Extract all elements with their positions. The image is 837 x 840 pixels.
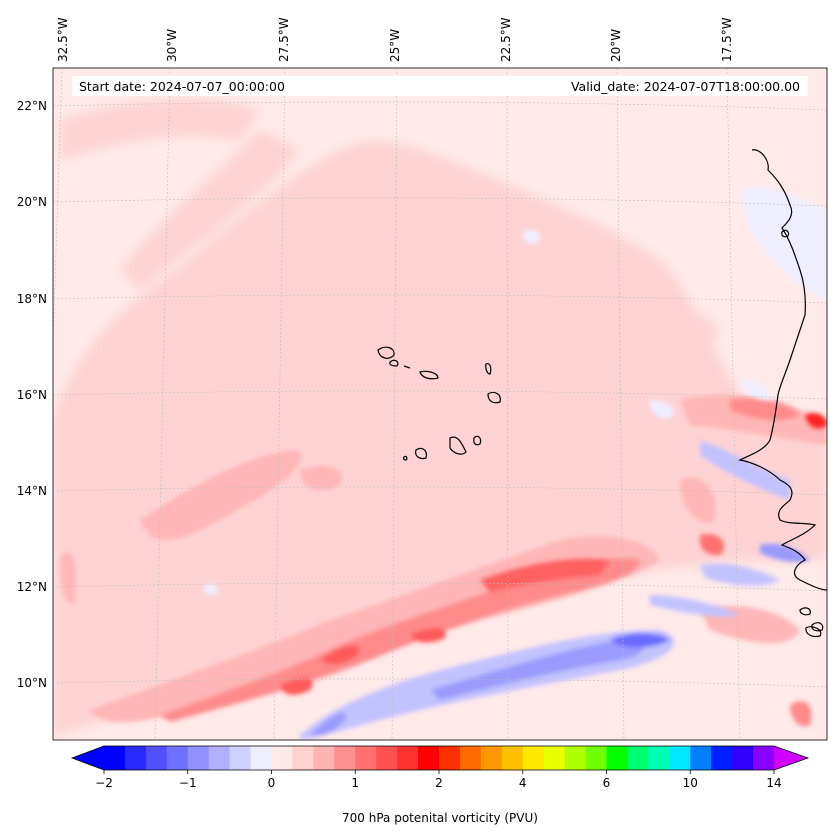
colorbar-tick-label: 4 (519, 776, 527, 790)
pv-contour-0-1 (53, 99, 827, 735)
colorbar-tick-label: 14 (766, 776, 781, 790)
colorbar-swatch (711, 746, 733, 770)
colorbar-swatch (187, 746, 210, 770)
colorbar-tick-label: 6 (603, 776, 611, 790)
pv-contour-2-4 (160, 398, 827, 727)
colorbar-tick-label: −2 (95, 776, 113, 790)
colorbar-swatch (208, 746, 231, 770)
colorbar-swatch (313, 746, 335, 770)
colorbar-swatch (292, 746, 314, 770)
colorbar-swatch (522, 746, 545, 770)
longitude-label: 30°W (165, 29, 179, 62)
colorbar-swatch (229, 746, 252, 770)
longitude-label: 17.5°W (720, 17, 734, 62)
colorbar-swatch (690, 746, 712, 770)
colorbar-swatch (732, 746, 754, 770)
colorbar-swatch (166, 746, 189, 770)
colorbar-extend-low (72, 746, 104, 770)
valid-date-label: Valid_date: 2024-07-07T18:00:00.00 (571, 79, 800, 94)
latitude-label: 14°N (17, 484, 47, 498)
longitude-label: 22.5°W (499, 17, 513, 62)
cape-verde-islands (377, 346, 501, 461)
latitude-label: 10°N (17, 676, 47, 690)
colorbar-swatch (124, 746, 147, 770)
graticule (53, 68, 827, 740)
latitude-labels: 22°N 20°N 18°N 16°N 14°N 12°N 10°N (17, 99, 47, 690)
colorbar-swatch (459, 746, 482, 770)
colorbar-swatch (355, 746, 377, 770)
colorbar-swatch (334, 746, 356, 770)
start-date-label: Start date: 2024-07-07_00:00:00 (79, 79, 285, 94)
colorbar-swatch (648, 746, 670, 770)
longitude-label: 20°W (609, 29, 623, 62)
colorbar-swatch (564, 746, 587, 770)
longitude-label: 27.5°W (277, 17, 291, 62)
colorbar-swatch (397, 746, 419, 770)
latitude-label: 22°N (17, 99, 47, 113)
colorbar-swatch (627, 746, 649, 770)
longitude-labels: 32.5°W 30°W 27.5°W 25°W 22.5°W 20°W 17.5°W (56, 17, 734, 62)
colorbar-extend-high (774, 746, 808, 770)
colorbar-tick-label: −1 (179, 776, 197, 790)
colorbar-tick-label: 10 (683, 776, 698, 790)
colorbar-swatch (104, 746, 126, 770)
latitude-label: 12°N (17, 580, 47, 594)
longitude-label: 32.5°W (56, 17, 70, 62)
colorbar-swatch (501, 746, 524, 770)
colorbar-tick-labels: −2 −1 0 1 2 4 6 10 14 (95, 770, 782, 790)
colorbar-swatch (271, 746, 293, 770)
colorbar (70, 745, 810, 771)
colorbar-tick-label: 2 (435, 776, 443, 790)
latitude-label: 16°N (17, 388, 47, 402)
pv-field (53, 68, 827, 740)
pv-contour-negative (204, 187, 827, 740)
colorbar-swatch (543, 746, 566, 770)
colorbar-swatch (753, 746, 775, 770)
longitude-label: 25°W (388, 29, 402, 62)
latitude-label: 18°N (17, 292, 47, 306)
colorbar-swatch (606, 746, 628, 770)
colorbar-tick-label: 1 (351, 776, 359, 790)
colorbar-swatch (418, 746, 440, 770)
colorbar-swatch (145, 746, 168, 770)
coastline (738, 68, 827, 638)
latitude-label: 20°N (17, 195, 47, 209)
colorbar-swatch (439, 746, 461, 770)
colorbar-swatch (376, 746, 398, 770)
date-info-box (72, 76, 808, 96)
colorbar-tick-label: 0 (268, 776, 276, 790)
colorbar-swatch (250, 746, 272, 770)
colorbar-swatch (480, 746, 503, 770)
colorbar-label: 700 hPa potenital vorticity (PVU) (342, 811, 538, 825)
colorbar-swatch (585, 746, 607, 770)
map-frame (52, 67, 828, 741)
colorbar-swatch (669, 746, 691, 770)
